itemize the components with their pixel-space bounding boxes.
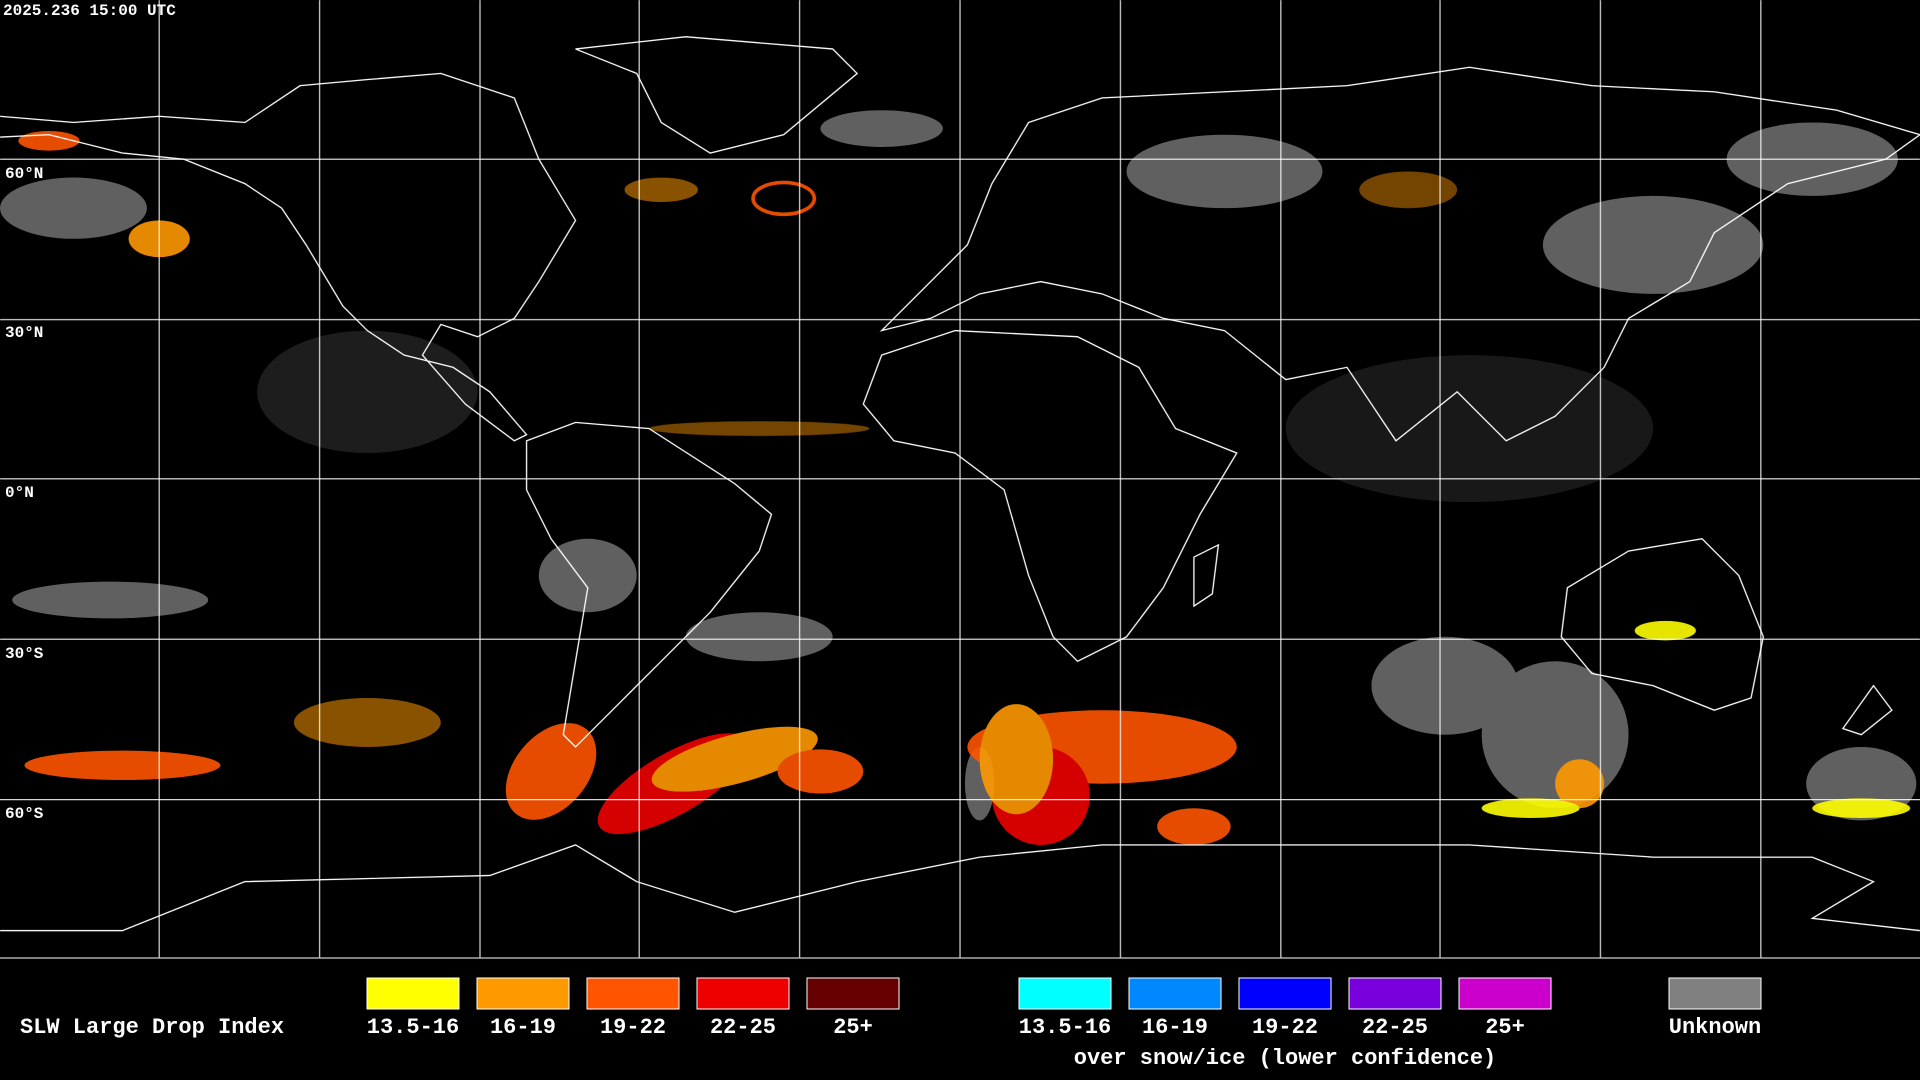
legend-swatch xyxy=(476,977,570,1010)
legend: 13.5-16 16-19 19-22 22-25 25+ 13.5-16 16-19 19-… xyxy=(366,977,1762,1071)
legend-note: over snow/ice (lower confidence) xyxy=(1074,1046,1496,1071)
legend-swatch xyxy=(1458,977,1552,1010)
legend-label: 25+ xyxy=(1485,1015,1525,1040)
latitude-label: 0°N xyxy=(5,484,34,502)
legend-label: 25+ xyxy=(833,1015,873,1040)
legend-label: 22-25 xyxy=(1362,1015,1428,1040)
legend-label: 16-19 xyxy=(490,1015,556,1040)
legend-swatch xyxy=(696,977,790,1010)
legend-swatch xyxy=(1348,977,1442,1010)
latitude-label: 30°S xyxy=(5,645,44,663)
legend-label: 13.5-16 xyxy=(1019,1015,1111,1040)
latitude-label: 60°S xyxy=(5,805,44,823)
legend-label: 19-22 xyxy=(600,1015,666,1040)
legend-title: SLW Large Drop Index xyxy=(20,1015,284,1040)
legend-swatch xyxy=(586,977,680,1010)
legend-label: 13.5-16 xyxy=(367,1015,459,1040)
graticule xyxy=(0,0,1920,958)
legend-label: Unknown xyxy=(1669,1015,1761,1040)
map xyxy=(0,0,1920,958)
legend-swatch xyxy=(1128,977,1222,1010)
timestamp: 2025.236 15:00 UTC xyxy=(3,2,176,20)
coastlines xyxy=(0,37,1920,931)
legend-swatch xyxy=(1668,977,1762,1010)
latitude-label: 30°N xyxy=(5,324,43,342)
legend-swatch xyxy=(1238,977,1332,1010)
legend-swatch xyxy=(366,977,460,1010)
legend-label: 22-25 xyxy=(710,1015,776,1040)
latitude-label: 60°N xyxy=(5,165,43,183)
legend-swatch xyxy=(806,977,900,1010)
legend-label: 19-22 xyxy=(1252,1015,1318,1040)
legend-swatch xyxy=(1018,977,1112,1010)
legend-label: 16-19 xyxy=(1142,1015,1208,1040)
